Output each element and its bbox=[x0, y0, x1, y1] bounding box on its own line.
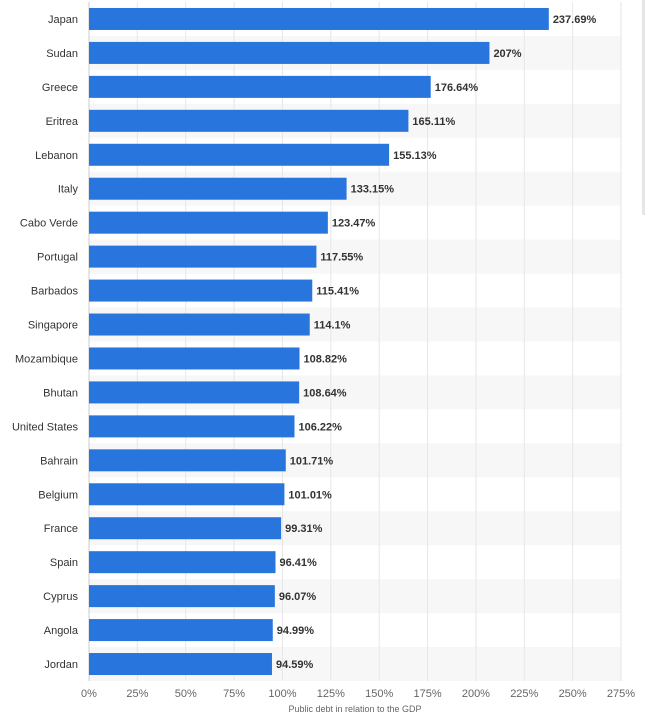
bar bbox=[89, 585, 275, 608]
bar bbox=[89, 551, 276, 574]
bar bbox=[89, 313, 310, 336]
x-tick-label: 100% bbox=[268, 688, 296, 700]
x-tick-label: 250% bbox=[559, 688, 587, 700]
category-label: Lebanon bbox=[35, 150, 78, 162]
bar bbox=[89, 619, 273, 642]
data-label: 123.47% bbox=[332, 218, 376, 230]
bar bbox=[89, 245, 317, 268]
x-tick-label: 225% bbox=[510, 688, 538, 700]
bar bbox=[89, 41, 490, 64]
bar bbox=[89, 279, 313, 302]
bar bbox=[89, 483, 285, 506]
category-label: Singapore bbox=[28, 320, 78, 332]
x-tick-label: 125% bbox=[317, 688, 345, 700]
data-label: 101.01% bbox=[288, 489, 332, 501]
data-label: 117.55% bbox=[320, 252, 363, 264]
category-label: Bhutan bbox=[43, 387, 78, 399]
scrollbar-edge bbox=[642, 0, 645, 215]
data-label: 108.64% bbox=[303, 387, 347, 399]
x-tick-label: 275% bbox=[607, 688, 635, 700]
data-label: 101.71% bbox=[290, 455, 334, 467]
x-axis-title: Public debt in relation to the GDP bbox=[288, 704, 421, 714]
bar bbox=[89, 143, 390, 166]
category-label: Cabo Verde bbox=[20, 218, 78, 230]
category-label: Portugal bbox=[37, 252, 78, 264]
category-label: Sudan bbox=[46, 48, 78, 60]
category-label: France bbox=[44, 523, 78, 535]
bar bbox=[89, 517, 282, 540]
data-label: 94.99% bbox=[277, 625, 315, 637]
data-label: 165.11% bbox=[412, 116, 455, 128]
category-label: Italy bbox=[58, 184, 79, 196]
category-label: Belgium bbox=[38, 489, 78, 501]
data-label: 96.41% bbox=[280, 557, 318, 569]
category-label: Mozambique bbox=[15, 353, 78, 365]
bar bbox=[89, 347, 300, 370]
bar bbox=[89, 653, 272, 676]
x-tick-label: 0% bbox=[81, 688, 97, 700]
category-label: Greece bbox=[42, 82, 78, 94]
bar bbox=[89, 381, 300, 404]
data-label: 176.64% bbox=[435, 82, 479, 94]
x-tick-label: 50% bbox=[175, 688, 197, 700]
x-tick-label: 175% bbox=[413, 688, 441, 700]
category-label: Jordan bbox=[44, 659, 78, 671]
data-label: 106.22% bbox=[298, 421, 342, 433]
data-label: 237.69% bbox=[553, 14, 597, 26]
data-label: 133.15% bbox=[351, 184, 395, 196]
data-label: 114.1% bbox=[314, 320, 351, 332]
data-label: 94.59% bbox=[276, 659, 314, 671]
bar bbox=[89, 7, 549, 30]
category-label: United States bbox=[12, 421, 79, 433]
data-label: 96.07% bbox=[279, 591, 317, 603]
category-label: Barbados bbox=[31, 286, 79, 298]
x-tick-label: 25% bbox=[126, 688, 148, 700]
data-label: 99.31% bbox=[285, 523, 323, 535]
category-label: Cyprus bbox=[43, 591, 78, 603]
category-label: Eritrea bbox=[46, 116, 79, 128]
bar bbox=[89, 211, 328, 234]
data-label: 115.41% bbox=[316, 286, 359, 298]
data-label: 207% bbox=[493, 48, 521, 60]
bar bbox=[89, 449, 286, 472]
category-label: Bahrain bbox=[40, 455, 78, 467]
bar bbox=[89, 415, 295, 438]
category-label: Spain bbox=[50, 557, 78, 569]
x-tick-label: 200% bbox=[462, 688, 490, 700]
data-label: 155.13% bbox=[393, 150, 437, 162]
bar bbox=[89, 75, 431, 98]
data-label: 108.82% bbox=[304, 353, 348, 365]
category-label: Angola bbox=[44, 625, 79, 637]
x-tick-label: 75% bbox=[223, 688, 245, 700]
bar bbox=[89, 109, 409, 132]
category-label: Japan bbox=[48, 14, 78, 26]
x-tick-label: 150% bbox=[365, 688, 393, 700]
bar bbox=[89, 177, 347, 200]
